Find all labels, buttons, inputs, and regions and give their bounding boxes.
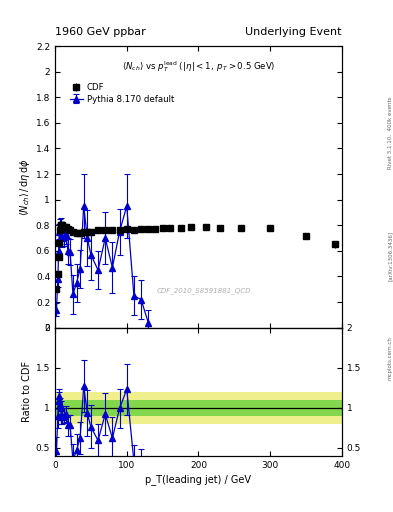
Y-axis label: $\langle N_{ch}\rangle\,/\,\mathrm{d}\eta\,\mathrm{d}\phi$: $\langle N_{ch}\rangle\,/\,\mathrm{d}\et… <box>18 158 31 216</box>
Text: mcplots.cern.ch: mcplots.cern.ch <box>387 336 392 380</box>
Text: [arXiv:1306.3436]: [arXiv:1306.3436] <box>387 231 392 281</box>
Legend: CDF, Pythia 8.170 default: CDF, Pythia 8.170 default <box>68 81 176 105</box>
Y-axis label: Ratio to CDF: Ratio to CDF <box>22 361 31 422</box>
Text: Underlying Event: Underlying Event <box>245 27 342 37</box>
X-axis label: p_T(leading jet) / GeV: p_T(leading jet) / GeV <box>145 474 252 485</box>
Text: Rivet 3.1.10,  400k events: Rivet 3.1.10, 400k events <box>387 97 392 169</box>
Text: $\langle N_{ch}\rangle$ vs $p_T^{\rm lead}\,(\,|\eta|<1,\;p_T>0.5\;{\rm GeV})$: $\langle N_{ch}\rangle$ vs $p_T^{\rm lea… <box>122 59 275 74</box>
Text: 1960 GeV ppbar: 1960 GeV ppbar <box>55 27 146 37</box>
Text: CDF_2010_S8591881_QCD: CDF_2010_S8591881_QCD <box>157 288 252 294</box>
